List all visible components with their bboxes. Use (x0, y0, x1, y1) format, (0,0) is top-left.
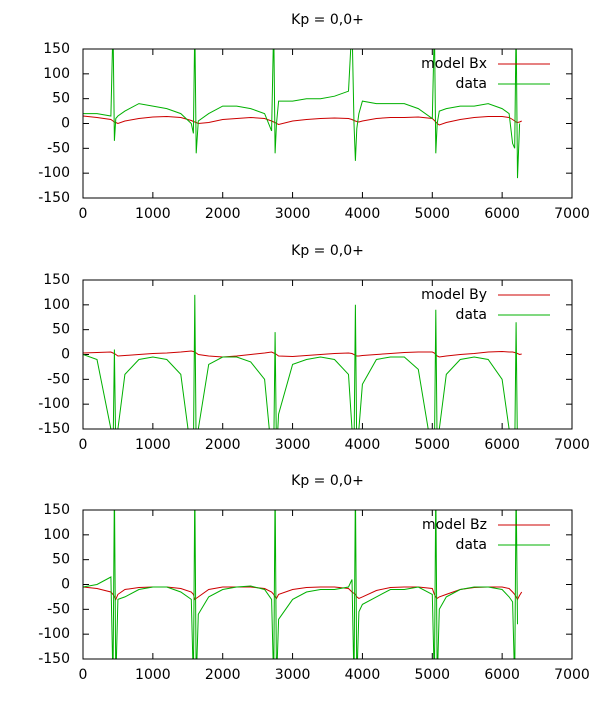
chart-title: Kp = 0,0+ (291, 243, 364, 259)
x-tick-label: 3000 (275, 667, 311, 683)
y-tick-label: -100 (38, 396, 70, 412)
y-tick-label: 150 (43, 502, 70, 518)
x-tick-label: 6000 (484, 206, 520, 222)
y-tick-label: 0 (61, 577, 70, 593)
y-tick-label: 0 (61, 116, 70, 132)
series-line (83, 294, 518, 429)
legend-label: model Bz (422, 517, 487, 533)
y-tick-label: -150 (38, 651, 70, 667)
chart-title: Kp = 0,0+ (291, 473, 364, 489)
subplot: Kp = 0,0+ -150 -100 -50 0 50 100 150 0 1000 2000 30… (38, 243, 590, 453)
y-tick-label: 150 (43, 272, 70, 288)
y-tick-label: 100 (43, 66, 70, 82)
plot-frame (82, 48, 573, 199)
x-tick-label: 5000 (414, 206, 450, 222)
y-tick-label: 50 (52, 91, 70, 107)
x-tick-label: 1000 (135, 437, 171, 453)
x-tick-label: 2000 (205, 667, 241, 683)
y-tick-label: 50 (52, 322, 70, 338)
x-tick-label: 6000 (484, 437, 520, 453)
y-tick-label: -50 (47, 601, 70, 617)
legend-label: model By (421, 287, 487, 303)
x-tick-label: 1000 (135, 667, 171, 683)
x-tick-label: 0 (79, 667, 88, 683)
chart-title: Kp = 0,0+ (291, 12, 364, 28)
subplot: Kp = 0,0+ -150 -100 -50 0 50 100 150 0 1000 2000 30… (38, 12, 590, 222)
x-tick-label: 4000 (345, 437, 381, 453)
x-tick-label: 2000 (205, 437, 241, 453)
y-tick-label: -100 (38, 626, 70, 642)
y-tick-label: 50 (52, 552, 70, 568)
series-line (83, 49, 521, 179)
x-tick-label: 3000 (275, 437, 311, 453)
legend-label: model Bx (421, 56, 487, 72)
x-tick-label: 7000 (554, 206, 590, 222)
x-tick-label: 4000 (345, 206, 381, 222)
x-tick-label: 3000 (275, 206, 311, 222)
y-tick-label: 100 (43, 297, 70, 313)
x-tick-label: 7000 (554, 667, 590, 683)
y-tick-label: -150 (38, 421, 70, 437)
x-tick-label: 5000 (414, 667, 450, 683)
y-tick-label: -50 (47, 371, 70, 387)
y-tick-label: -150 (38, 190, 70, 206)
y-tick-label: 100 (43, 527, 70, 543)
series-line (83, 586, 523, 601)
y-tick-label: -50 (47, 140, 70, 156)
legend-label: data (455, 76, 487, 92)
x-tick-label: 1000 (135, 206, 171, 222)
series-line (83, 510, 518, 659)
series-line (83, 350, 522, 358)
x-tick-label: 6000 (484, 667, 520, 683)
x-tick-label: 5000 (414, 437, 450, 453)
x-tick-label: 0 (79, 206, 88, 222)
x-tick-label: 2000 (205, 206, 241, 222)
series-line (83, 115, 522, 126)
y-tick-label: 0 (61, 347, 70, 363)
x-tick-label: 4000 (345, 667, 381, 683)
subplot: Kp = 0,0+ -150 -100 -50 0 50 100 150 0 1000 2000 30… (38, 473, 590, 683)
plot-frame (82, 279, 573, 430)
legend-label: data (455, 307, 487, 323)
legend-label: data (455, 537, 487, 553)
y-tick-label: -100 (38, 165, 70, 181)
x-tick-label: 7000 (554, 437, 590, 453)
plot-frame (82, 509, 573, 660)
x-tick-label: 0 (79, 437, 88, 453)
y-tick-label: 150 (43, 41, 70, 57)
